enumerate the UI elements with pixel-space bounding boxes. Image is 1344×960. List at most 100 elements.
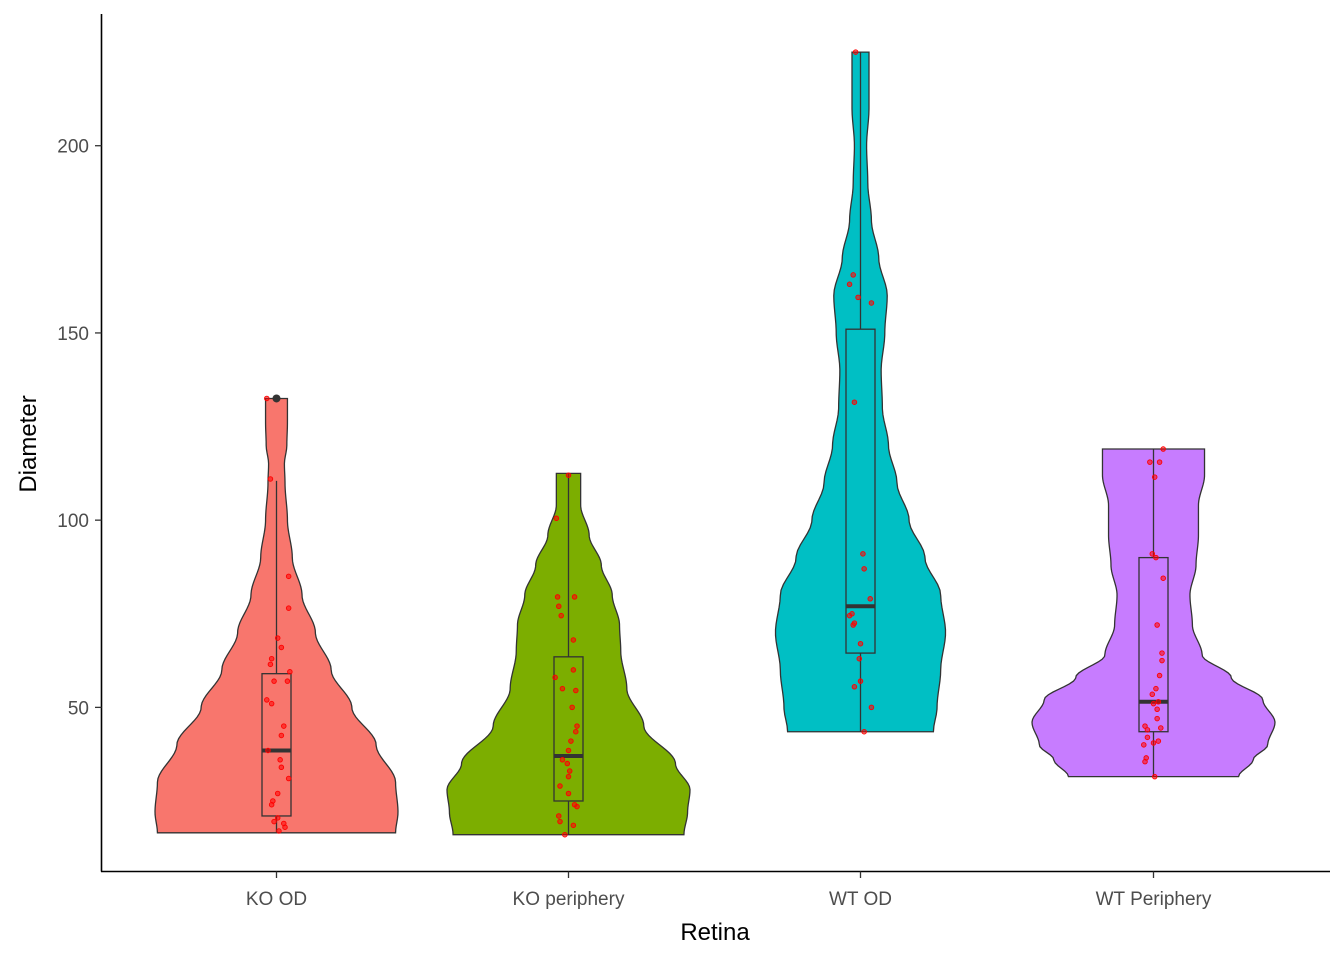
point-wt-periphery-26 [1151, 773, 1158, 780]
y-tick-label-150: 150 [57, 324, 89, 345]
point-wt-od-7 [861, 566, 867, 572]
point-ko-od-4 [274, 635, 281, 641]
point-wt-od-0 [852, 49, 859, 55]
x-tick-label-ko-periphery: KO periphery [513, 889, 625, 910]
point-wt-periphery-23 [1141, 742, 1147, 748]
x-ticks: KO OD KO periphery WT OD WT Periphery [246, 871, 1212, 910]
point-wt-periphery-20 [1144, 734, 1151, 741]
point-ko-periphery-5 [558, 612, 564, 619]
point-ko-periphery-17 [564, 760, 571, 767]
point-wt-periphery-19 [1144, 727, 1151, 733]
point-ko-periphery-15 [565, 747, 572, 754]
point-ko-od-2 [285, 573, 292, 580]
point-wt-periphery-8 [1159, 650, 1165, 656]
point-wt-od-5 [851, 399, 858, 405]
point-wt-od-4 [868, 300, 875, 306]
point-wt-od-1 [846, 281, 853, 288]
point-wt-periphery-0 [1160, 446, 1166, 452]
point-wt-od-13 [857, 640, 864, 647]
point-ko-periphery-0 [565, 472, 572, 478]
point-wt-od-3 [855, 294, 861, 301]
point-wt-od-15 [857, 678, 864, 684]
point-ko-od-17 [278, 764, 285, 771]
point-ko-od-16 [277, 757, 283, 763]
point-wt-periphery-2 [1156, 459, 1163, 465]
point-wt-periphery-11 [1153, 685, 1159, 692]
point-ko-od-3 [285, 605, 292, 611]
point-ko-od-6 [268, 655, 275, 662]
point-wt-periphery-4 [1149, 551, 1156, 557]
point-wt-od-18 [861, 728, 867, 735]
point-wt-od-12 [850, 622, 856, 628]
point-wt-periphery-3 [1151, 474, 1158, 480]
point-wt-periphery-16 [1154, 715, 1160, 722]
violins-layer [154, 51, 1276, 836]
y-tick-label-200: 200 [57, 137, 89, 158]
point-ko-periphery-20 [557, 783, 563, 789]
point-ko-od-21 [268, 801, 275, 808]
point-ko-od-26 [274, 815, 281, 821]
point-ko-od-19 [274, 790, 281, 797]
point-ko-od-0 [264, 395, 270, 402]
point-ko-periphery-21 [565, 790, 572, 797]
y-axis-title: Diameter [15, 395, 42, 492]
point-wt-periphery-25 [1142, 758, 1148, 765]
x-tick-label-wt-od: WT OD [829, 889, 892, 910]
point-wt-od-10 [849, 611, 855, 617]
x-tick-label-ko-od: KO OD [246, 889, 307, 910]
y-tick-label-50: 50 [68, 698, 89, 719]
point-ko-periphery-25 [557, 818, 563, 825]
point-ko-periphery-24 [556, 813, 562, 819]
point-ko-periphery-4 [556, 603, 562, 610]
point-ko-periphery-12 [574, 723, 580, 729]
point-wt-periphery-6 [1160, 575, 1166, 581]
point-ko-od-8 [287, 669, 293, 675]
point-wt-periphery-1 [1147, 459, 1153, 465]
jitter-points-layer [264, 49, 1166, 838]
point-wt-od-17 [868, 704, 875, 711]
point-ko-periphery-10 [573, 687, 579, 694]
point-ko-od-1 [267, 476, 274, 482]
outlier-ko-od-0 [272, 394, 281, 403]
point-ko-periphery-18 [566, 768, 573, 774]
point-wt-od-14 [856, 655, 863, 662]
point-ko-od-5 [278, 644, 285, 651]
y-ticks: 50 100 150 200 [57, 137, 102, 719]
point-wt-periphery-22 [1150, 740, 1157, 746]
point-wt-periphery-15 [1154, 706, 1160, 713]
point-ko-od-9 [271, 678, 277, 684]
point-wt-od-2 [850, 272, 856, 278]
point-wt-periphery-21 [1155, 738, 1162, 744]
point-ko-periphery-9 [559, 685, 566, 692]
point-ko-periphery-7 [570, 667, 577, 673]
x-axis-title: Retina [680, 919, 750, 946]
point-ko-od-7 [267, 661, 274, 668]
point-wt-od-16 [851, 684, 858, 690]
point-ko-periphery-2 [554, 594, 561, 600]
x-tick-label-wt-periphery: WT Periphery [1096, 889, 1212, 910]
point-ko-periphery-27 [562, 831, 568, 838]
point-wt-periphery-17 [1142, 723, 1148, 729]
point-ko-od-18 [285, 775, 292, 782]
point-ko-periphery-23 [574, 803, 580, 810]
point-ko-od-14 [278, 732, 285, 739]
point-wt-periphery-14 [1150, 700, 1157, 707]
point-wt-periphery-7 [1154, 622, 1160, 628]
point-ko-periphery-1 [553, 515, 560, 522]
point-ko-od-12 [268, 700, 275, 707]
point-wt-periphery-5 [1153, 554, 1159, 561]
point-ko-periphery-6 [570, 637, 577, 643]
y-tick-label-100: 100 [57, 511, 89, 532]
point-wt-periphery-18 [1158, 725, 1164, 731]
point-wt-od-8 [867, 596, 873, 602]
boxplots-layer [261, 52, 1169, 835]
point-ko-periphery-3 [571, 594, 578, 600]
point-ko-periphery-26 [570, 822, 577, 829]
point-ko-od-10 [284, 678, 291, 684]
point-wt-periphery-13 [1155, 699, 1162, 705]
point-ko-od-13 [281, 723, 287, 729]
point-wt-periphery-9 [1159, 657, 1165, 664]
point-ko-periphery-14 [568, 738, 574, 744]
axes-layer [100, 14, 1330, 873]
